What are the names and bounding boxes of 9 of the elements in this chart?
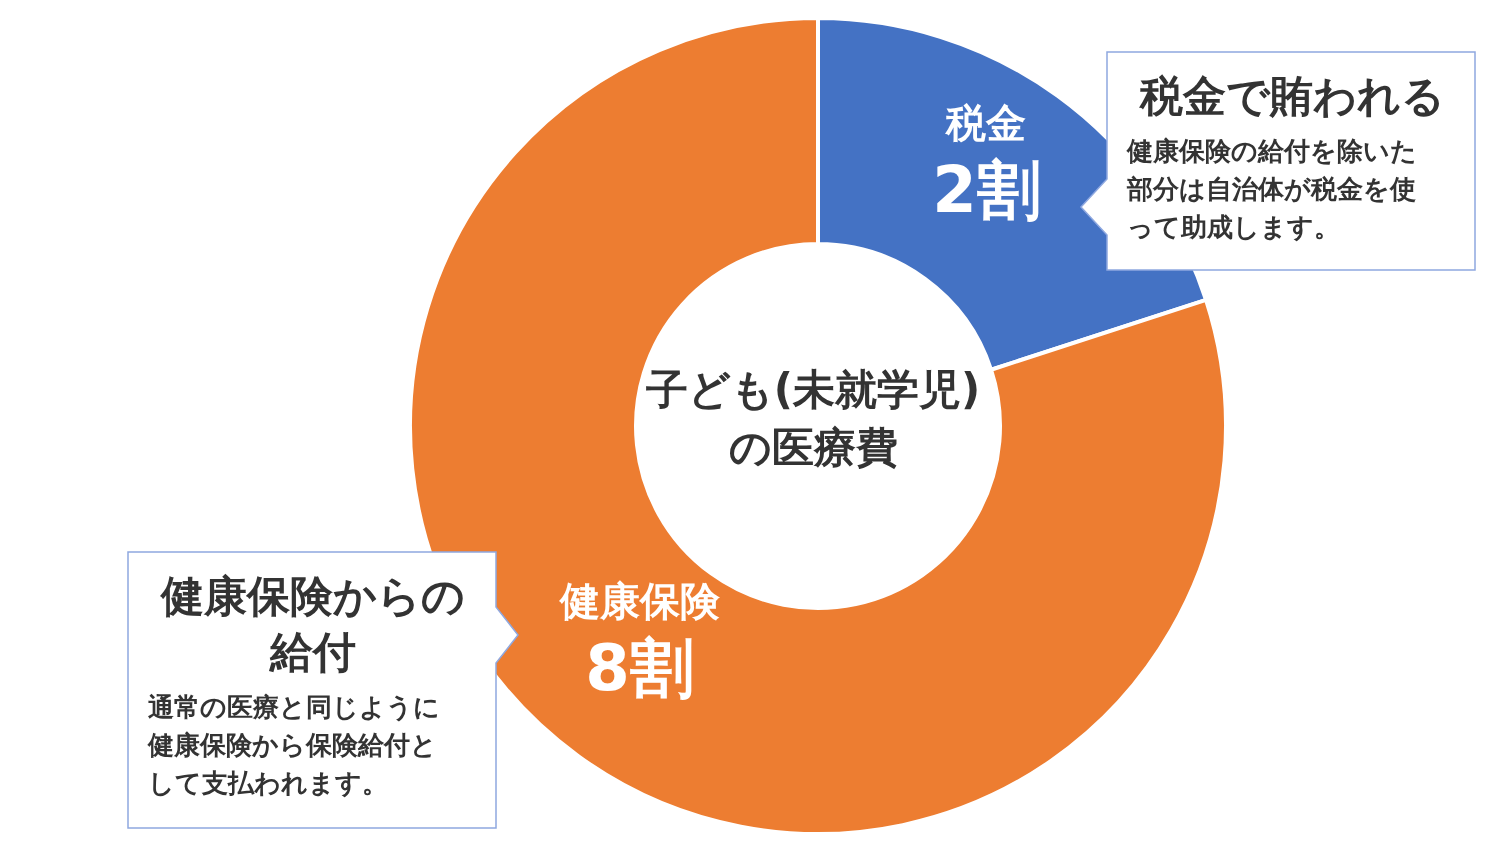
text: 子ども(未就学児) の医療費	[644, 364, 982, 474]
data-label: 8割	[585, 630, 694, 705]
text: 通常の医療と同じように健康保険から保険給付として支払われます。	[148, 691, 441, 800]
data-label: 2割	[932, 153, 1041, 228]
text: 健康保険からの給付	[159, 570, 466, 679]
text: 税金で賄われる	[1138, 70, 1446, 123]
slice-label: 健康保険	[557, 577, 721, 624]
text: 健康保険の給付を除いた部分は自治体が税金を使って助成します。	[1127, 135, 1418, 244]
slice-label: 税金	[945, 100, 1027, 147]
